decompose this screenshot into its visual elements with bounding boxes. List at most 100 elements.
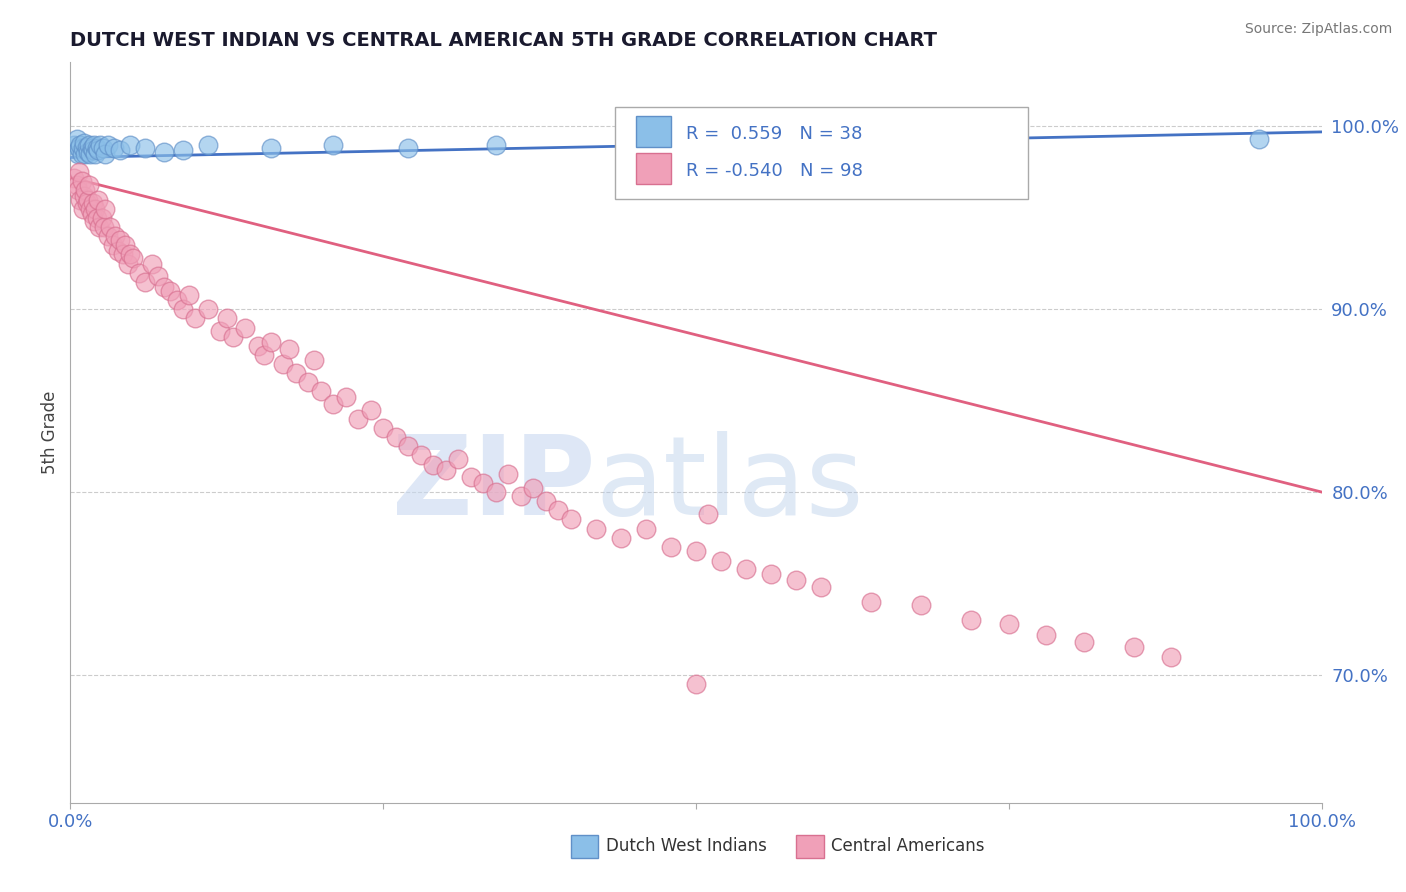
Point	[97, 137, 120, 152]
Point	[67, 141, 90, 155]
Point	[335, 390, 357, 404]
Point	[685, 543, 707, 558]
Point	[447, 452, 470, 467]
Point	[87, 219, 110, 234]
Point	[284, 366, 307, 380]
Point	[634, 522, 657, 536]
Point	[110, 233, 132, 247]
Point	[522, 482, 544, 496]
Point	[72, 202, 94, 216]
Point	[67, 165, 90, 179]
Point	[65, 178, 87, 192]
Point	[153, 280, 176, 294]
Point	[70, 146, 93, 161]
Point	[659, 540, 682, 554]
Point	[1073, 635, 1095, 649]
Point	[1160, 649, 1182, 664]
Point	[69, 193, 91, 207]
Point	[77, 137, 100, 152]
Point	[810, 580, 832, 594]
Point	[485, 485, 508, 500]
Point	[1249, 132, 1271, 146]
Bar	[636, 153, 671, 184]
Point	[93, 219, 115, 234]
Point	[759, 567, 782, 582]
Point	[79, 202, 101, 216]
Point	[585, 522, 607, 536]
Point	[86, 141, 108, 155]
Point	[90, 211, 112, 225]
Point	[70, 174, 93, 188]
Point	[1035, 627, 1057, 641]
Point	[610, 531, 633, 545]
Point	[141, 256, 163, 270]
Point	[75, 146, 97, 161]
Point	[184, 311, 207, 326]
Point	[63, 170, 86, 185]
Point	[80, 141, 103, 155]
Point	[1122, 640, 1144, 655]
Point	[259, 141, 281, 155]
Point	[94, 202, 117, 216]
Point	[65, 132, 87, 146]
Point	[77, 178, 100, 192]
Point	[80, 207, 103, 221]
Point	[860, 595, 883, 609]
Point	[73, 136, 96, 150]
Point	[104, 229, 127, 244]
Point	[110, 143, 132, 157]
FancyBboxPatch shape	[614, 107, 1028, 200]
Point	[910, 599, 932, 613]
Point	[98, 219, 121, 234]
Point	[114, 238, 136, 252]
Point	[509, 489, 531, 503]
Point	[409, 449, 432, 463]
Point	[235, 320, 257, 334]
Point	[360, 402, 382, 417]
Point	[485, 137, 508, 152]
Point	[917, 136, 939, 150]
Point	[72, 141, 94, 155]
Point	[159, 284, 181, 298]
Point	[472, 475, 495, 490]
Point	[121, 251, 145, 265]
Point	[103, 141, 125, 155]
Point	[89, 137, 111, 152]
Point	[396, 439, 419, 453]
Point	[253, 348, 276, 362]
Point	[347, 412, 370, 426]
Point	[297, 376, 319, 390]
Point	[384, 430, 406, 444]
Point	[146, 269, 169, 284]
Bar	[796, 835, 824, 858]
Point	[197, 302, 219, 317]
Point	[87, 193, 110, 207]
Text: Dutch West Indians: Dutch West Indians	[606, 838, 766, 855]
Text: ZIP: ZIP	[392, 431, 596, 538]
Point	[97, 229, 120, 244]
Text: Central Americans: Central Americans	[831, 838, 984, 855]
Y-axis label: 5th Grade: 5th Grade	[41, 391, 59, 475]
Point	[166, 293, 188, 307]
Point	[322, 397, 344, 411]
Point	[498, 467, 520, 481]
Point	[247, 339, 270, 353]
Point	[560, 512, 582, 526]
Point	[87, 143, 110, 157]
Point	[107, 244, 129, 258]
Point	[434, 463, 457, 477]
Point	[322, 137, 344, 152]
Point	[75, 183, 97, 197]
Point	[685, 141, 707, 155]
Text: DUTCH WEST INDIAN VS CENTRAL AMERICAN 5TH GRADE CORRELATION CHART: DUTCH WEST INDIAN VS CENTRAL AMERICAN 5T…	[70, 30, 938, 50]
Point	[278, 343, 301, 357]
Point	[82, 143, 104, 157]
Point	[117, 256, 139, 270]
Point	[94, 146, 117, 161]
Point	[73, 189, 96, 203]
Point	[960, 613, 983, 627]
Point	[304, 353, 326, 368]
Point	[84, 202, 107, 216]
Point	[76, 193, 98, 207]
Text: R =  0.559   N = 38: R = 0.559 N = 38	[686, 125, 862, 144]
